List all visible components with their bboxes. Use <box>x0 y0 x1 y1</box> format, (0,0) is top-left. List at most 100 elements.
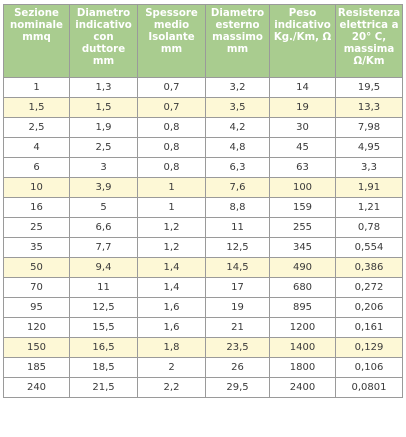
cell-spessore: 1,2 <box>137 217 206 238</box>
cell-resistenza: 3,3 <box>335 157 403 178</box>
cell-peso: 1400 <box>269 337 336 358</box>
cell-resistenza: 0,0801 <box>335 377 403 398</box>
cell-spessore: 1,6 <box>137 317 206 338</box>
cell-resistenza: 0,386 <box>335 257 403 278</box>
table-row: 10 3,9 1 7,6 100 1,91 <box>3 177 403 198</box>
header-diametro-conduttore: Diametro indicativo con duttore mm <box>69 4 138 78</box>
cell-diametro-conduttore: 16,5 <box>69 337 138 358</box>
cell-resistenza: 13,3 <box>335 97 403 118</box>
cell-sezione: 2,5 <box>3 117 70 138</box>
cell-diametro-esterno: 17 <box>205 277 270 298</box>
table-row: 95 12,5 1,6 19 895 0,206 <box>3 297 403 318</box>
cell-peso: 490 <box>269 257 336 278</box>
cell-diametro-esterno: 3,5 <box>205 97 270 118</box>
cell-peso: 1200 <box>269 317 336 338</box>
table-row: 1 1,3 0,7 3,2 14 19,5 <box>3 77 403 98</box>
cell-peso: 45 <box>269 137 336 158</box>
table-row: 35 7,7 1,2 12,5 345 0,554 <box>3 237 403 258</box>
header-sezione-nominale: Sezione nominale mmq <box>3 4 70 78</box>
cell-sezione: 185 <box>3 357 70 378</box>
cell-peso: 255 <box>269 217 336 238</box>
cell-diametro-conduttore: 3,9 <box>69 177 138 198</box>
cell-spessore: 1 <box>137 177 206 198</box>
cell-diametro-conduttore: 7,7 <box>69 237 138 258</box>
cable-spec-table: Sezione nominale mmq Diametro indicativo… <box>3 4 403 398</box>
cell-spessore: 0,8 <box>137 157 206 178</box>
cell-resistenza: 0,272 <box>335 277 403 298</box>
cell-diametro-esterno: 21 <box>205 317 270 338</box>
cell-resistenza: 4,95 <box>335 137 403 158</box>
cell-spessore: 1,4 <box>137 257 206 278</box>
cell-spessore: 1,2 <box>137 237 206 258</box>
cell-diametro-esterno: 8,8 <box>205 197 270 218</box>
cell-resistenza: 0,106 <box>335 357 403 378</box>
header-resistenza-elettrica: Resistenza elettrica a 20° C, massima Ω/… <box>335 4 403 78</box>
table-row: 150 16,5 1,8 23,5 1400 0,129 <box>3 337 403 358</box>
cell-diametro-conduttore: 6,6 <box>69 217 138 238</box>
cell-resistenza: 0,161 <box>335 317 403 338</box>
cell-spessore: 0,8 <box>137 137 206 158</box>
table-row: 185 18,5 2 26 1800 0,106 <box>3 357 403 378</box>
cell-diametro-conduttore: 15,5 <box>69 317 138 338</box>
cell-diametro-esterno: 12,5 <box>205 237 270 258</box>
table-row: 16 5 1 8,8 159 1,21 <box>3 197 403 218</box>
cell-diametro-esterno: 11 <box>205 217 270 238</box>
cell-resistenza: 0,206 <box>335 297 403 318</box>
cell-sezione: 6 <box>3 157 70 178</box>
cell-diametro-esterno: 26 <box>205 357 270 378</box>
header-spessore-isolante: Spessore medio Isolante mm <box>137 4 206 78</box>
cell-peso: 680 <box>269 277 336 298</box>
cell-sezione: 70 <box>3 277 70 298</box>
table-row: 240 21,5 2,2 29,5 2400 0,0801 <box>3 377 403 398</box>
table-header-row: Sezione nominale mmq Diametro indicativo… <box>3 4 403 78</box>
cell-peso: 30 <box>269 117 336 138</box>
cell-diametro-conduttore: 12,5 <box>69 297 138 318</box>
cell-diametro-esterno: 23,5 <box>205 337 270 358</box>
table-body: 1 1,3 0,7 3,2 14 19,5 1,5 1,5 0,7 3,5 19 13,3 2,5 1,9… <box>3 77 403 398</box>
cell-resistenza: 0,129 <box>335 337 403 358</box>
cell-diametro-conduttore: 5 <box>69 197 138 218</box>
cell-diametro-esterno: 6,3 <box>205 157 270 178</box>
cell-resistenza: 0,78 <box>335 217 403 238</box>
cell-spessore: 0,7 <box>137 77 206 98</box>
cell-sezione: 25 <box>3 217 70 238</box>
cell-diametro-conduttore: 1,9 <box>69 117 138 138</box>
cell-sezione: 10 <box>3 177 70 198</box>
cell-diametro-conduttore: 9,4 <box>69 257 138 278</box>
cell-diametro-conduttore: 11 <box>69 277 138 298</box>
table-row: 50 9,4 1,4 14,5 490 0,386 <box>3 257 403 278</box>
cell-diametro-conduttore: 21,5 <box>69 377 138 398</box>
table-container: Sezione nominale mmq Diametro indicativo… <box>3 4 403 398</box>
cell-sezione: 4 <box>3 137 70 158</box>
cell-spessore: 1,4 <box>137 277 206 298</box>
cell-diametro-esterno: 14,5 <box>205 257 270 278</box>
cell-sezione: 95 <box>3 297 70 318</box>
cell-peso: 100 <box>269 177 336 198</box>
cell-sezione: 150 <box>3 337 70 358</box>
cell-resistenza: 7,98 <box>335 117 403 138</box>
cell-spessore: 1 <box>137 197 206 218</box>
header-peso-indicativo: Peso indicativo Kg./Km, Ω <box>269 4 336 78</box>
cell-peso: 895 <box>269 297 336 318</box>
cell-diametro-esterno: 4,8 <box>205 137 270 158</box>
cell-resistenza: 19,5 <box>335 77 403 98</box>
table-row: 4 2,5 0,8 4,8 45 4,95 <box>3 137 403 158</box>
cell-peso: 345 <box>269 237 336 258</box>
cell-spessore: 0,7 <box>137 97 206 118</box>
cell-sezione: 16 <box>3 197 70 218</box>
cell-diametro-conduttore: 2,5 <box>69 137 138 158</box>
table-row: 70 11 1,4 17 680 0,272 <box>3 277 403 298</box>
cell-diametro-esterno: 4,2 <box>205 117 270 138</box>
cell-spessore: 2 <box>137 357 206 378</box>
cell-spessore: 2,2 <box>137 377 206 398</box>
cell-diametro-conduttore: 3 <box>69 157 138 178</box>
cell-peso: 1800 <box>269 357 336 378</box>
cell-sezione: 240 <box>3 377 70 398</box>
cell-peso: 14 <box>269 77 336 98</box>
cell-peso: 159 <box>269 197 336 218</box>
header-diametro-esterno: Diametro esterno massimo mm <box>205 4 270 78</box>
cell-diametro-esterno: 3,2 <box>205 77 270 98</box>
cell-sezione: 1,5 <box>3 97 70 118</box>
cell-peso: 63 <box>269 157 336 178</box>
cell-diametro-conduttore: 1,5 <box>69 97 138 118</box>
